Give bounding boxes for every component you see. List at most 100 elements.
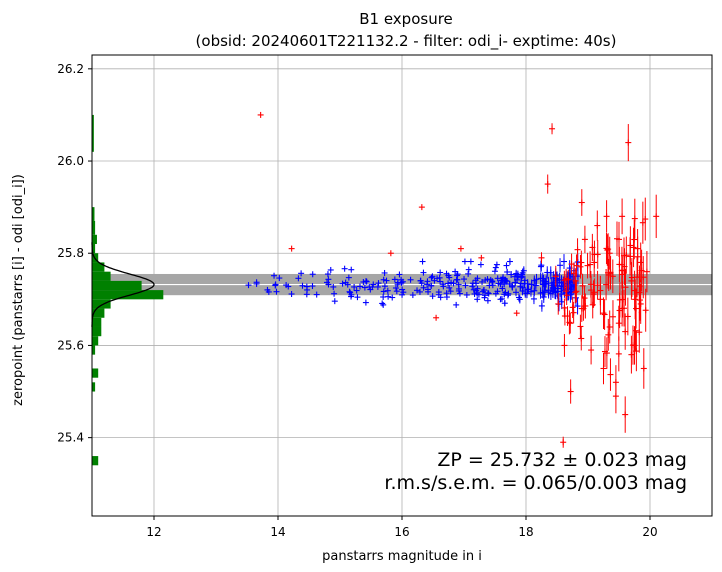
- rejected-point: [570, 262, 577, 285]
- accepted-point: [465, 266, 472, 273]
- rejected-point: [513, 310, 520, 317]
- rms-annotation: r.m.s/s.e.m. = 0.065/0.003 mag: [384, 472, 687, 494]
- rejected-point: [616, 282, 623, 318]
- accepted-point: [485, 290, 492, 297]
- accepted-point: [538, 300, 545, 312]
- rejected-point: [555, 293, 562, 315]
- rejected-point: [627, 237, 634, 276]
- accepted-point: [409, 292, 416, 299]
- rejected-point: [606, 310, 613, 344]
- accepted-point: [245, 282, 252, 289]
- histogram-bar: [92, 382, 96, 392]
- accepted-point: [548, 278, 555, 292]
- accepted-point: [524, 284, 531, 295]
- accepted-point: [437, 278, 444, 285]
- rejected-point: [578, 250, 585, 275]
- rejected-point: [604, 234, 611, 266]
- accepted-point: [508, 270, 515, 278]
- y-tick-label: 26.2: [57, 62, 84, 76]
- rejected-point: [631, 198, 638, 239]
- x-tick-label: 18: [518, 525, 533, 539]
- accepted-point: [506, 258, 513, 265]
- rejected-point: [600, 352, 607, 385]
- accepted-point: [327, 266, 334, 273]
- accepted-point: [506, 280, 513, 288]
- accepted-point: [420, 269, 427, 276]
- histogram: [92, 114, 164, 466]
- plot-area: 12 14 16 18 20 25.4 25.6 25.8 26.0 26.2: [57, 54, 713, 539]
- accepted-point: [557, 258, 564, 273]
- rejected-point: [609, 300, 616, 334]
- accepted-point: [348, 293, 355, 300]
- histogram-bar: [92, 345, 96, 355]
- accepted-point: [309, 283, 316, 290]
- rejected-point: [552, 265, 559, 287]
- rejected-point: [625, 124, 632, 162]
- accepted-point: [385, 293, 392, 300]
- ticks: 12 14 16 18 20 25.4 25.6 25.8 26.0 26.2: [57, 62, 657, 539]
- accepted-point: [443, 290, 450, 297]
- accepted-point: [453, 301, 460, 308]
- accepted-point: [362, 299, 369, 306]
- accepted-point: [399, 291, 406, 298]
- x-tick-label: 20: [642, 525, 657, 539]
- accepted-point: [499, 285, 506, 292]
- accepted-point: [512, 278, 519, 287]
- accepted-point: [271, 272, 278, 279]
- accepted-point: [414, 287, 421, 294]
- rejected-point: [623, 236, 630, 274]
- accepted-point: [428, 282, 435, 289]
- rejected-point: [567, 379, 574, 404]
- rejected-point: [612, 378, 619, 414]
- rejected-point: [561, 306, 568, 326]
- y-tick-label: 25.6: [57, 338, 84, 352]
- rejected-point: [637, 242, 644, 283]
- histogram-bar: [92, 317, 102, 327]
- accepted-point: [304, 286, 311, 293]
- accepted-point: [484, 289, 491, 296]
- accepted-point: [420, 284, 427, 291]
- histogram-bar: [92, 220, 96, 235]
- accepted-point: [492, 290, 499, 297]
- accepted-point: [474, 290, 481, 297]
- rejected-point: [601, 336, 608, 367]
- accepted-point: [497, 281, 504, 288]
- accepted-point: [384, 287, 391, 294]
- rejected-point: [640, 348, 647, 389]
- accepted-point: [505, 290, 512, 298]
- rejected-point: [433, 314, 440, 321]
- rejected-point: [577, 314, 584, 339]
- accepted-point: [324, 271, 331, 278]
- rejected-point: [603, 200, 610, 233]
- rejected-point: [613, 221, 620, 256]
- rejected-point: [588, 335, 595, 365]
- rejected-point: [607, 358, 614, 391]
- accepted-point: [456, 290, 463, 297]
- accepted-point: [434, 275, 441, 282]
- rejected-point: [594, 270, 601, 300]
- rejected-point: [573, 280, 580, 303]
- accepted-point: [419, 258, 426, 265]
- accepted-point: [446, 284, 453, 291]
- accepted-point: [500, 274, 507, 281]
- accepted-point: [462, 282, 469, 289]
- rejected-point: [622, 396, 629, 433]
- accepted-point: [417, 277, 424, 284]
- accepted-point: [542, 278, 549, 291]
- accepted-point: [295, 275, 302, 282]
- rejected-point: [603, 269, 610, 301]
- accepted-point: [400, 289, 407, 296]
- accepted-point: [392, 285, 399, 292]
- accepted-point: [391, 276, 398, 283]
- accepted-point: [494, 275, 501, 282]
- rejected-point: [581, 225, 588, 254]
- accepted-point: [379, 300, 386, 307]
- accepted-point: [504, 278, 511, 285]
- rejected-point: [622, 313, 629, 350]
- rejected-point: [578, 189, 585, 216]
- rejected-point: [478, 254, 485, 261]
- accepted-point: [325, 276, 332, 283]
- rejected-point: [653, 194, 660, 239]
- rejected-point: [615, 305, 622, 341]
